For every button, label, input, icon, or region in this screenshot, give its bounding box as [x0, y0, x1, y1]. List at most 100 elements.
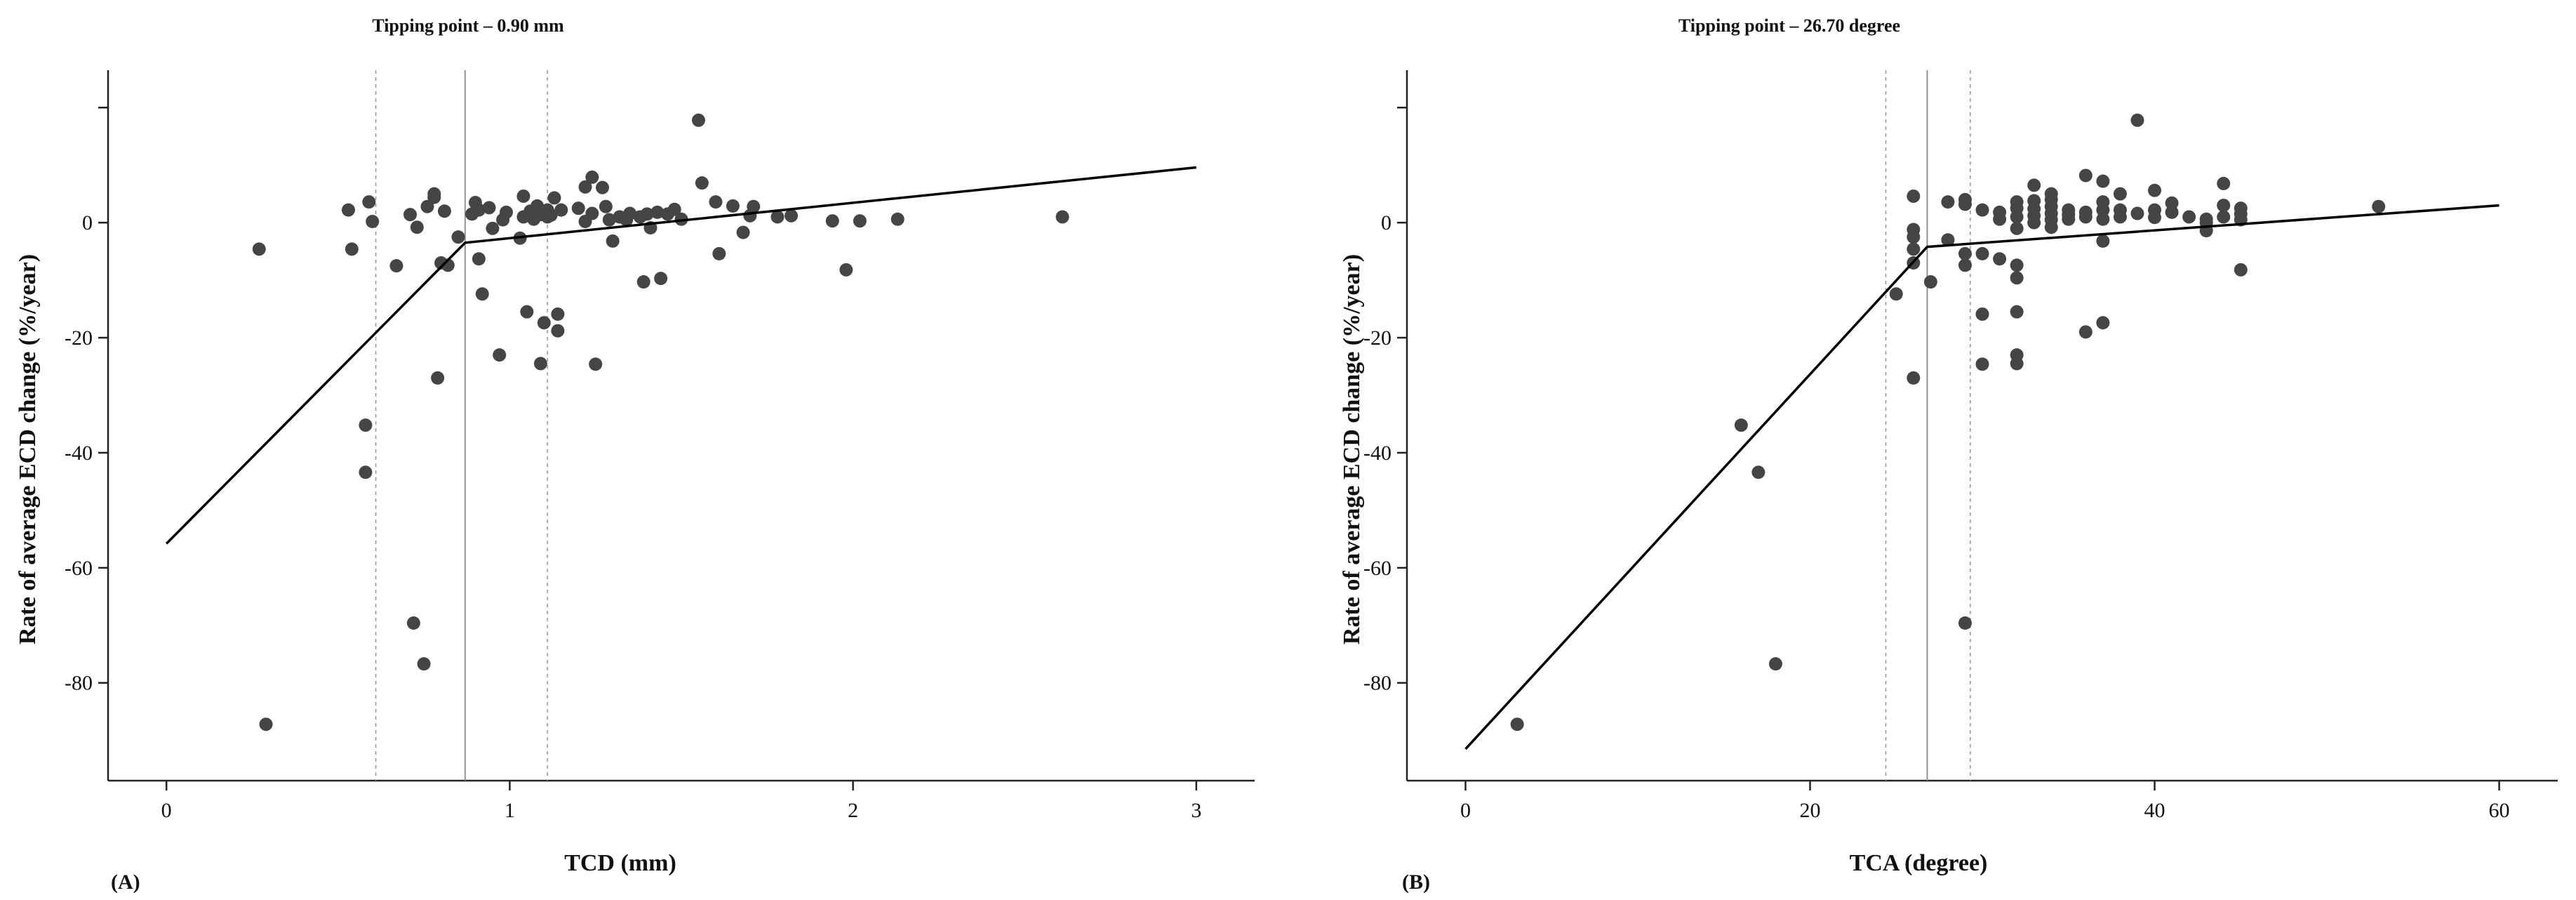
data-point-b — [2165, 196, 2179, 210]
data-point-a — [389, 259, 403, 273]
data-point-b — [2199, 212, 2213, 226]
panel-b: Tipping point – 26.70 degree TCA (degree… — [1339, 15, 2558, 894]
data-point-b — [2234, 201, 2248, 216]
data-point-b — [2078, 325, 2093, 339]
data-point-a — [709, 195, 723, 209]
data-point-b — [1958, 246, 1972, 260]
x-tick-label-a: 3 — [1191, 799, 1201, 822]
data-point-a — [427, 187, 441, 201]
data-point-a — [595, 180, 609, 194]
data-point-a — [585, 206, 599, 220]
data-point-a — [544, 208, 558, 222]
data-point-a — [417, 657, 431, 671]
data-point-a — [770, 210, 785, 224]
data-point-a — [839, 263, 853, 277]
data-point-a — [640, 207, 654, 221]
data-point-a — [359, 418, 373, 432]
data-point-a — [825, 214, 839, 228]
data-point-b — [1993, 205, 2007, 219]
data-point-b — [2148, 183, 2162, 197]
data-point-b — [2148, 203, 2162, 217]
fit-line-a — [165, 166, 1196, 545]
data-point-a — [650, 205, 665, 219]
data-point-b — [2113, 187, 2127, 201]
x-tick-label-b: 60 — [2489, 799, 2510, 822]
y-axis-label-a: Rate of average ECD change (%/year) — [15, 254, 41, 644]
y-tick-label-b: 0 — [1381, 211, 1392, 234]
data-point-a — [602, 213, 616, 227]
data-point-a — [578, 180, 592, 194]
data-point-a — [486, 221, 500, 235]
data-point-a — [589, 357, 603, 371]
data-point-b — [2062, 203, 2076, 217]
data-point-a — [345, 242, 359, 256]
data-point-a — [695, 176, 709, 190]
data-point-a — [547, 191, 561, 205]
data-point-b — [2096, 174, 2110, 188]
data-point-a — [475, 287, 489, 301]
y-tick-label-b: -20 — [1363, 326, 1392, 350]
data-point-b — [2234, 263, 2248, 277]
data-point-b — [1907, 371, 1921, 385]
data-point-b — [2096, 316, 2110, 330]
data-point-b — [1734, 418, 1748, 432]
x-tick-label-b: 40 — [2144, 799, 2165, 822]
x-axis-label-a: TCD (mm) — [564, 850, 676, 876]
data-point-b — [1907, 230, 1921, 244]
data-point-a — [516, 189, 530, 203]
data-point-a — [362, 195, 376, 209]
data-point-a — [890, 212, 905, 226]
data-point-b — [1941, 195, 1955, 209]
data-point-a — [341, 203, 355, 217]
data-point-a — [472, 203, 486, 217]
data-point-a — [482, 201, 496, 215]
data-point-a — [674, 212, 688, 226]
data-point-a — [853, 214, 867, 228]
data-point-a — [403, 208, 418, 222]
data-point-b — [1889, 287, 1903, 301]
data-point-b — [2130, 206, 2144, 220]
data-point-b — [1993, 252, 2007, 266]
panel-label-a: (A) — [111, 871, 140, 894]
data-point-a — [406, 616, 420, 630]
data-point-b — [2130, 113, 2144, 127]
data-point-b — [2010, 271, 2024, 285]
data-point-a — [359, 465, 373, 479]
data-point-b — [1907, 189, 1921, 203]
data-point-b — [1958, 258, 1972, 272]
data-point-b — [1975, 203, 1989, 217]
data-point-a — [537, 316, 551, 330]
data-point-b — [2010, 305, 2024, 319]
data-point-b — [2096, 195, 2110, 209]
data-point-b — [2165, 205, 2179, 219]
data-point-a — [551, 307, 565, 321]
data-point-b — [1923, 275, 1937, 289]
data-point-a — [499, 205, 513, 219]
data-point-a — [451, 230, 465, 244]
data-point-b — [2372, 199, 2386, 213]
chart-title-a: Tipping point – 0.90 mm — [372, 15, 564, 36]
data-point-a — [606, 234, 620, 248]
data-point-a — [571, 201, 585, 216]
y-tick-label-a: -40 — [65, 442, 93, 465]
x-axis-label-b: TCA (degree) — [1850, 850, 1988, 876]
data-point-a — [623, 206, 637, 220]
x-tick-label-b: 20 — [1799, 799, 1820, 822]
data-point-a — [747, 199, 761, 213]
panel-label-b: (B) — [1402, 871, 1430, 894]
data-point-b — [2027, 194, 2041, 208]
data-point-a — [520, 305, 534, 319]
x-tick-label-a: 1 — [505, 799, 515, 822]
plot-area-a: 0 -20 -40 -60 -80 0 1 2 3 — [65, 70, 1255, 822]
data-point-a — [667, 202, 681, 216]
data-point-a — [366, 215, 380, 229]
data-point-b — [1958, 616, 1972, 630]
data-point-b — [1975, 246, 1989, 260]
data-point-b — [2182, 210, 2196, 224]
data-point-a — [554, 203, 568, 217]
data-point-a — [585, 170, 599, 184]
data-point-b — [2096, 212, 2110, 226]
data-point-a — [599, 199, 613, 213]
chart-title-b: Tipping point – 26.70 degree — [1679, 15, 1900, 36]
data-point-a — [636, 275, 650, 289]
